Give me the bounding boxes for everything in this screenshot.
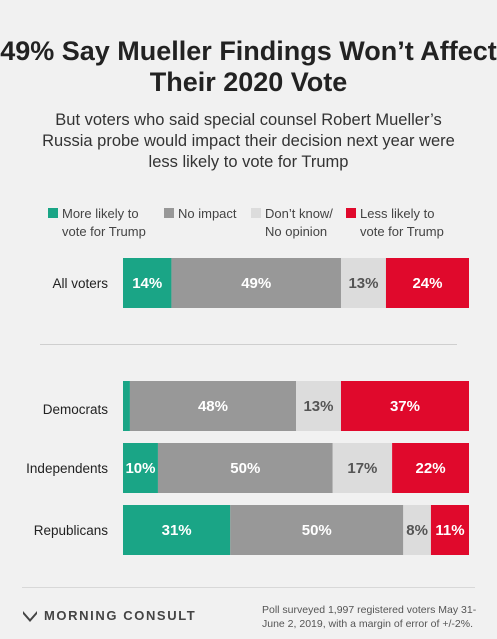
legend-item-less-likely: Less likely to vote for Trump xyxy=(346,205,444,241)
footer-divider xyxy=(22,587,475,588)
bar-all-voters-more-likely-to-vote-for-trump xyxy=(123,258,172,308)
section-divider xyxy=(40,344,457,345)
chart-subtitle: But voters who said special counsel Robe… xyxy=(42,111,455,171)
legend-swatch-dont-know xyxy=(251,208,261,218)
data-label-independents-more-likely-to-vote-for-trump: 10% xyxy=(125,460,155,477)
legend-swatch-no-impact xyxy=(164,208,174,218)
data-label-republicans-don-t-know-no-opinion: 8% xyxy=(406,522,428,539)
bar-all-voters-no-impact xyxy=(171,258,341,308)
data-label-independents-don-t-know-no-opinion: 17% xyxy=(347,460,377,477)
data-label-independents-no-impact: 50% xyxy=(230,460,260,477)
bar-independents-less-likely-to-vote-for-trump xyxy=(392,443,469,493)
legend-label-dont-know: Don’t know/ No opinion xyxy=(265,206,333,239)
data-label-republicans-more-likely-to-vote-for-trump: 31% xyxy=(162,522,192,539)
bar-democrats-don-t-know-no-opinion xyxy=(296,381,341,431)
bar-republicans-less-likely-to-vote-for-trump xyxy=(430,505,469,555)
bar-independents-more-likely-to-vote-for-trump xyxy=(123,443,158,493)
bar-independents-no-impact xyxy=(157,443,333,493)
brand-name: MORNING CONSULT xyxy=(44,608,197,623)
row-label-republicans: Republicans xyxy=(33,523,108,538)
bar-independents-don-t-know-no-opinion xyxy=(332,443,393,493)
data-label-democrats-less-likely-to-vote-for-trump: 37% xyxy=(390,398,420,415)
legend-item-no-impact: No impact xyxy=(164,205,237,223)
bar-all-voters-less-likely-to-vote-for-trump xyxy=(385,258,469,308)
data-label-independents-less-likely-to-vote-for-trump: 22% xyxy=(416,460,446,477)
legend-swatch-less-likely xyxy=(346,208,356,218)
legend-label-more-likely: More likely to vote for Trump xyxy=(62,206,146,239)
data-label-all-voters-more-likely-to-vote-for-trump: 14% xyxy=(132,275,162,292)
data-label-all-voters-less-likely-to-vote-for-trump: 24% xyxy=(412,275,442,292)
legend-item-more-likely: More likely to vote for Trump xyxy=(48,205,146,241)
brand-logo: MORNING CONSULT xyxy=(22,608,196,623)
bar-democrats-more-likely-to-vote-for-trump xyxy=(123,381,130,431)
data-label-republicans-less-likely-to-vote-for-trump: 11% xyxy=(435,522,464,539)
footer-note: Poll surveyed 1,997 registered voters Ma… xyxy=(262,604,477,630)
legend-swatch-more-likely xyxy=(48,208,58,218)
morning-consult-logo-icon xyxy=(23,610,37,622)
bar-democrats-no-impact xyxy=(129,381,296,431)
chart-title: 49% Say Mueller Findings Won’t Affect Th… xyxy=(0,36,497,97)
legend: More likely to vote for Trump No impact … xyxy=(0,205,497,245)
bar-democrats-less-likely-to-vote-for-trump xyxy=(340,381,469,431)
legend-item-dont-know: Don’t know/ No opinion xyxy=(251,205,333,241)
data-label-all-voters-don-t-know-no-opinion: 13% xyxy=(348,275,378,292)
data-label-republicans-no-impact: 50% xyxy=(302,522,332,539)
data-label-democrats-no-impact: 48% xyxy=(198,398,228,415)
row-label-all-voters: All voters xyxy=(52,276,108,291)
data-label-all-voters-no-impact: 49% xyxy=(241,275,271,292)
row-label-democrats: Democrats xyxy=(42,402,108,417)
bar-all-voters-don-t-know-no-opinion xyxy=(340,258,386,308)
row-label-independents: Independents xyxy=(26,461,108,476)
bar-republicans-no-impact xyxy=(230,505,404,555)
data-label-democrats-don-t-know-no-opinion: 13% xyxy=(303,398,333,415)
bar-republicans-don-t-know-no-opinion xyxy=(403,505,431,555)
legend-label-less-likely: Less likely to vote for Trump xyxy=(360,206,444,239)
legend-label-no-impact: No impact xyxy=(178,206,237,221)
bar-republicans-more-likely-to-vote-for-trump xyxy=(123,505,231,555)
